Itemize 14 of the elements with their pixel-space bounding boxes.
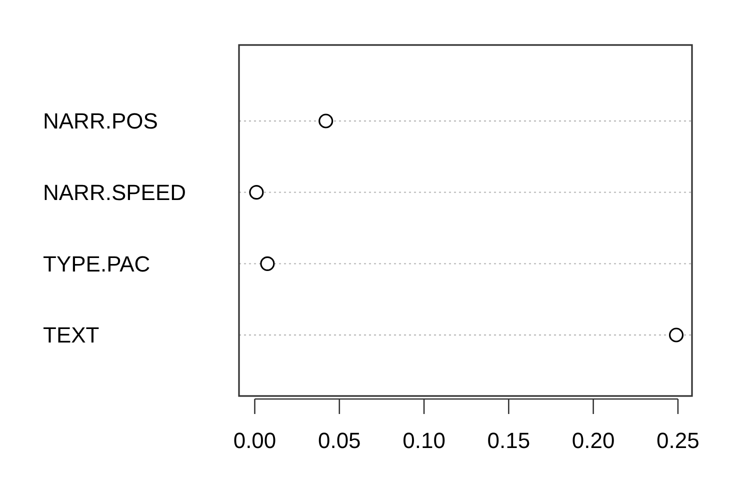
- x-tick-label: 0.20: [572, 428, 615, 453]
- y-tick-label: NARR.POS: [43, 108, 158, 134]
- point: [260, 256, 275, 271]
- y-tick-label: NARR.SPEED: [43, 180, 186, 206]
- x-tick-label: 0.15: [487, 428, 530, 453]
- point: [668, 328, 684, 342]
- y-tick-label: TEXT: [43, 322, 100, 348]
- x-tick-label: 0.25: [656, 428, 700, 453]
- x-tick-label: 0.10: [402, 428, 446, 453]
- point: [249, 185, 264, 200]
- y-tick-label: TYPE.PAC: [43, 251, 150, 276]
- x-tick-label: 0.05: [318, 428, 361, 453]
- point: [318, 114, 334, 128]
- x-tick-label: 0.00: [233, 428, 276, 453]
